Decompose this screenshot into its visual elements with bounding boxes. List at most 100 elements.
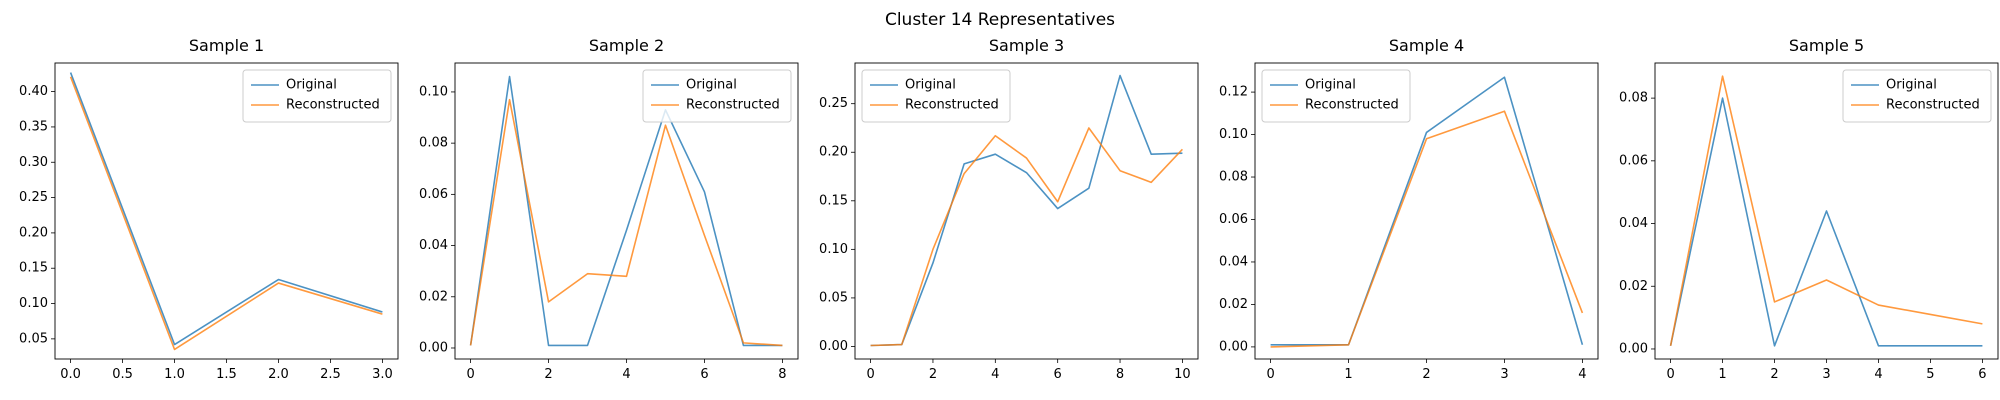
- x-tick-label: 2.0: [268, 367, 289, 382]
- y-tick-label: 0.25: [19, 190, 48, 205]
- y-tick-label: 0.08: [1219, 170, 1248, 185]
- legend-label: Reconstructed: [686, 98, 780, 113]
- series-line-original: [1669, 97, 1983, 347]
- y-tick-label: 0.30: [19, 155, 48, 170]
- subplot-4: Sample 4 0 1 2 3 4 0.00 0.02 0.04 0.06 0.08 0.10 0.1…: [1219, 36, 1599, 382]
- y-tick-label: 0.04: [419, 238, 448, 253]
- legend-box: [861, 69, 1011, 123]
- legend-box: [242, 69, 392, 123]
- y-tick-label: 0.08: [1619, 91, 1648, 106]
- subplot-title: Sample 5: [1789, 36, 1864, 55]
- y-tick-label: 0.02: [1619, 279, 1648, 294]
- y-tick-label: 0.15: [819, 193, 848, 208]
- y-tick-label: 0.04: [1219, 254, 1248, 269]
- x-tick-label: 1.0: [164, 367, 185, 382]
- plot-frame: [454, 62, 799, 360]
- y-tick-label: 0.20: [819, 145, 848, 160]
- y-tick-label: 0.40: [19, 84, 48, 99]
- y-tick-label: 0.35: [19, 119, 48, 134]
- x-tick-label: 4: [1874, 367, 1882, 382]
- plot-frame: [54, 62, 399, 360]
- figure-title: Cluster 14 Representatives: [885, 10, 1115, 30]
- y-tick-label: 0.08: [419, 136, 448, 151]
- legend: Original Reconstructed: [1261, 69, 1411, 123]
- y-tick-label: 0.06: [1619, 153, 1648, 168]
- subplot-title: Sample 2: [589, 36, 664, 55]
- y-tick-label: 0.25: [819, 96, 848, 111]
- plot-frame: [1654, 62, 1999, 360]
- x-tick-label: 3: [1822, 367, 1830, 382]
- subplot-title: Sample 4: [1389, 36, 1464, 55]
- legend-label: Reconstructed: [905, 98, 999, 113]
- legend-label: Original: [686, 78, 737, 93]
- legend-box: [1842, 69, 1992, 123]
- subplot-title: Sample 1: [189, 36, 264, 55]
- subplot-1: Sample 1 0.0 0.5 1.0 1.5 2.0 2.5 3.0 0.05 0.10 0.1…: [19, 36, 399, 382]
- x-tick-label: 10: [1174, 367, 1191, 382]
- series-line-original: [870, 74, 1183, 347]
- legend-box: [1261, 69, 1411, 123]
- x-tick-label: 4: [1578, 367, 1586, 382]
- legend: Original Reconstructed: [242, 69, 392, 123]
- legend: Original Reconstructed: [1842, 69, 1992, 123]
- plot-frame: [854, 62, 1199, 360]
- legend-label: Reconstructed: [286, 98, 380, 113]
- legend-label: Original: [905, 78, 956, 93]
- y-tick-label: 0.06: [419, 187, 448, 202]
- x-tick-label: 5: [1926, 367, 1934, 382]
- y-tick-label: 0.12: [1219, 85, 1248, 100]
- x-tick-label: 0.0: [60, 367, 81, 382]
- subplot-title: Sample 3: [989, 36, 1064, 55]
- subplots: Sample 1 0.0 0.5 1.0 1.5 2.0 2.5 3.0 0.05 0.10 0.1…: [19, 36, 1999, 382]
- x-tick-label: 1: [1344, 367, 1352, 382]
- x-tick-label: 3.0: [372, 367, 393, 382]
- plot-frame: [1254, 62, 1599, 360]
- y-tick-label: 0.10: [19, 296, 48, 311]
- x-tick-label: 0: [1266, 367, 1274, 382]
- subplot-2: Sample 2 0 2 4 6 8 0.00 0.02 0.04 0.06 0.08 0.10 Ori…: [419, 36, 799, 382]
- y-tick-label: 0.15: [19, 261, 48, 276]
- x-tick-label: 2: [1770, 367, 1778, 382]
- x-tick-label: 2: [1422, 367, 1430, 382]
- legend-label: Original: [1886, 78, 1937, 93]
- y-tick-label: 0.00: [819, 339, 848, 354]
- y-tick-label: 0.00: [1619, 341, 1648, 356]
- x-tick-label: 2: [544, 367, 552, 382]
- y-tick-label: 0.10: [819, 242, 848, 257]
- legend-label: Original: [286, 78, 337, 93]
- y-tick-label: 0.05: [19, 331, 48, 346]
- x-tick-label: 0.5: [112, 367, 133, 382]
- series-line-reconstructed: [69, 76, 383, 351]
- x-tick-label: 3: [1500, 367, 1508, 382]
- legend-box: [642, 69, 792, 123]
- subplot-5: Sample 5 0 1 2 3 4 5 6 0.00 0.02 0.04 0.06 0.08 Origi…: [1619, 36, 1999, 382]
- series-line-reconstructed: [870, 127, 1183, 347]
- subplot-3: Sample 3 0 2 4 6 8 10 0.00 0.05 0.10 0.15 0.20 0.25 O…: [819, 36, 1199, 382]
- x-tick-label: 0: [466, 367, 474, 382]
- y-tick-label: 0.00: [1219, 339, 1248, 354]
- x-tick-label: 1.5: [216, 367, 237, 382]
- y-tick-label: 0.04: [1619, 216, 1648, 231]
- y-tick-label: 0.02: [419, 289, 448, 304]
- x-tick-label: 4: [622, 367, 630, 382]
- x-tick-label: 8: [778, 367, 786, 382]
- x-tick-label: 4: [991, 367, 999, 382]
- x-tick-label: 2: [929, 367, 937, 382]
- x-tick-label: 0: [1666, 367, 1674, 382]
- y-tick-label: 0.00: [419, 340, 448, 355]
- y-tick-label: 0.05: [819, 290, 848, 305]
- y-tick-label: 0.06: [1219, 212, 1248, 227]
- x-tick-label: 1: [1718, 367, 1726, 382]
- x-tick-label: 8: [1116, 367, 1124, 382]
- legend-label: Original: [1305, 78, 1356, 93]
- y-tick-label: 0.02: [1219, 297, 1248, 312]
- series-line-reconstructed: [469, 98, 783, 347]
- legend: Original Reconstructed: [861, 69, 1011, 123]
- legend-label: Reconstructed: [1886, 98, 1980, 113]
- series-line-original: [69, 72, 383, 346]
- legend: Original Reconstructed: [642, 69, 792, 123]
- x-tick-label: 2.5: [320, 367, 341, 382]
- legend-label: Reconstructed: [1305, 98, 1399, 113]
